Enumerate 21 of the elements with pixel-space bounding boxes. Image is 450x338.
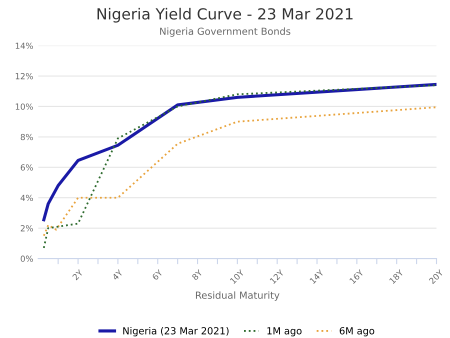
y-tick-label: 0% <box>20 256 33 262</box>
x-tick-label: 2Y <box>72 269 84 280</box>
chart-subtitle: Nigeria Government Bonds <box>160 27 290 37</box>
line-series <box>42 106 436 237</box>
line-series <box>42 82 436 222</box>
x-axis-title: Residual Maturity <box>196 291 280 301</box>
y-tick-label: 2% <box>20 225 33 232</box>
legend-label: 1M ago <box>267 327 302 336</box>
y-tick-label: 6% <box>20 164 33 171</box>
x-tick-label: 8Y <box>192 269 203 280</box>
chart-title: Nigeria Yield Curve - 23 Mar 2021 <box>98 8 353 23</box>
legend-label: 6M ago <box>340 327 374 336</box>
y-tick-label: 10% <box>16 103 33 110</box>
legend-label: Nigeria (23 Mar 2021) <box>123 326 229 336</box>
x-tick-label: 4Y <box>112 269 124 281</box>
y-tick-label: 12% <box>16 73 33 80</box>
y-tick-label: 4% <box>20 194 33 202</box>
y-tick-label: 8% <box>20 134 33 140</box>
y-tick-label: 14% <box>16 42 33 49</box>
x-tick-label: 6Y <box>152 269 164 280</box>
line-series <box>42 84 436 249</box>
